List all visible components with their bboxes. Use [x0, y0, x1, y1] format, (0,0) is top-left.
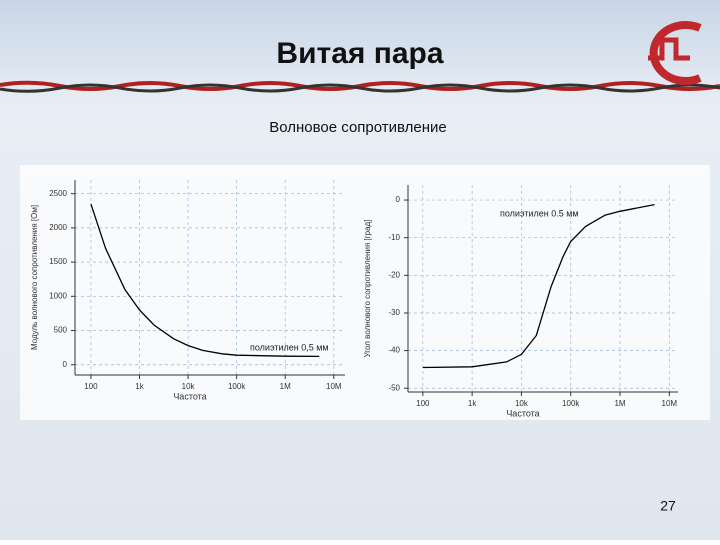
y-tick-label: 500 — [54, 326, 68, 335]
annotation: полиэтилен 0,5 мм — [250, 342, 329, 352]
line — [422, 203, 655, 369]
y-tick-label: 0 — [63, 360, 68, 369]
x-axis-label: Частота — [173, 391, 206, 401]
x-tick-label: 1k — [468, 399, 477, 408]
rope — [0, 80, 720, 91]
y-tick-label: -30 — [388, 308, 400, 317]
x-tick-label: 10k — [515, 399, 529, 408]
x-tick-label: 10k — [182, 382, 196, 391]
slide-title: Витая пара — [276, 37, 443, 70]
chart-panel — [20, 165, 710, 420]
x-tick-label: 10M — [326, 382, 342, 391]
line — [90, 203, 320, 358]
annotation: полиэтилен 0.5 мм — [500, 208, 579, 218]
x-tick-label: 1M — [280, 382, 291, 391]
y-axis-label: Угол волнового сопротивления [град] — [363, 220, 372, 358]
y-tick-label: 0 — [396, 195, 401, 204]
x-tick-label: 1M — [614, 399, 625, 408]
x-tick-label: 100k — [562, 399, 580, 408]
x-tick-label: 10M — [662, 399, 678, 408]
y-tick-label: 2500 — [49, 189, 67, 198]
x-tick-label: 1k — [135, 382, 144, 391]
page-number: 27 — [660, 498, 676, 514]
y-tick-label: -20 — [388, 270, 400, 279]
y-tick-label: -10 — [388, 233, 400, 242]
y-tick-label: 1500 — [49, 257, 67, 266]
y-tick-label: -40 — [388, 346, 400, 355]
y-tick-label: 1000 — [49, 291, 67, 300]
rope — [0, 83, 720, 93]
x-tick-label: 100k — [228, 382, 246, 391]
slide-subtitle: Волновое сопротивление — [269, 119, 447, 136]
y-tick-label: -50 — [388, 383, 400, 392]
logo — [648, 21, 702, 85]
x-tick-label: 100 — [84, 382, 98, 391]
x-axis-label: Частота — [506, 408, 539, 418]
x-tick-label: 100 — [416, 399, 430, 408]
y-axis-label: Модуль волнового сопротивления [Ом] — [30, 205, 39, 350]
y-tick-label: 2000 — [49, 223, 67, 232]
